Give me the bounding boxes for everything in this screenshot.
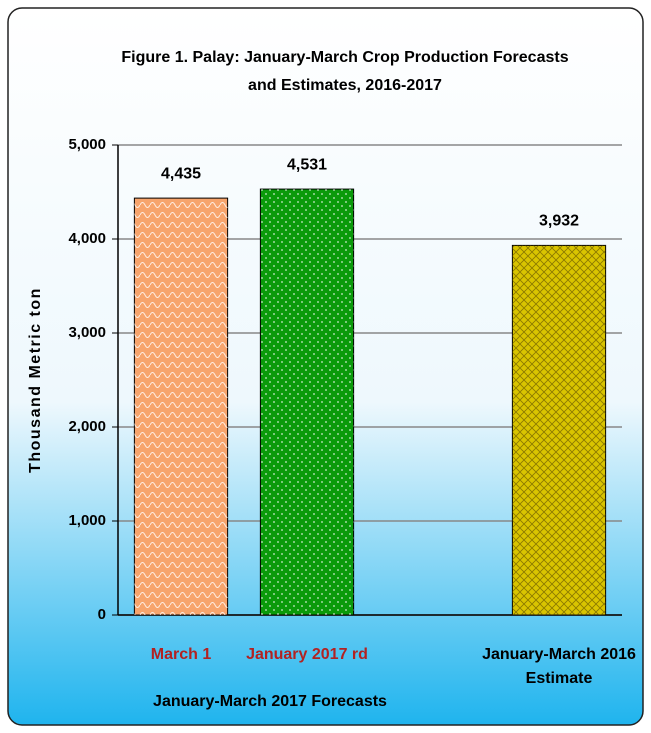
y-tick-label: 3,000 xyxy=(68,324,106,341)
chart-title: and Estimates, 2016-2017 xyxy=(248,77,442,94)
group-label: January-March 2017 Forecasts xyxy=(153,693,387,710)
value-label: 4,435 xyxy=(161,165,201,182)
value-label: 3,932 xyxy=(539,213,579,230)
y-tick-label: 0 xyxy=(98,606,106,623)
y-tick-label: 4,000 xyxy=(68,230,106,247)
y-tick-label: 2,000 xyxy=(68,418,106,435)
bar xyxy=(133,197,229,616)
x-tick-label: March 1 xyxy=(150,646,212,663)
x-tick-label: January-March 2016 Estimate xyxy=(482,646,636,687)
chart-title: Figure 1. Palay: January-March Crop Prod… xyxy=(121,49,568,66)
bar xyxy=(511,244,607,616)
bar xyxy=(259,188,355,616)
x-tick-label: January 2017 rd xyxy=(246,646,368,663)
y-axis-label: Thousand Metric ton xyxy=(27,287,44,473)
y-tick-label: 1,000 xyxy=(68,512,106,529)
y-tick-label: 5,000 xyxy=(68,136,106,153)
value-label: 4,531 xyxy=(287,156,327,173)
